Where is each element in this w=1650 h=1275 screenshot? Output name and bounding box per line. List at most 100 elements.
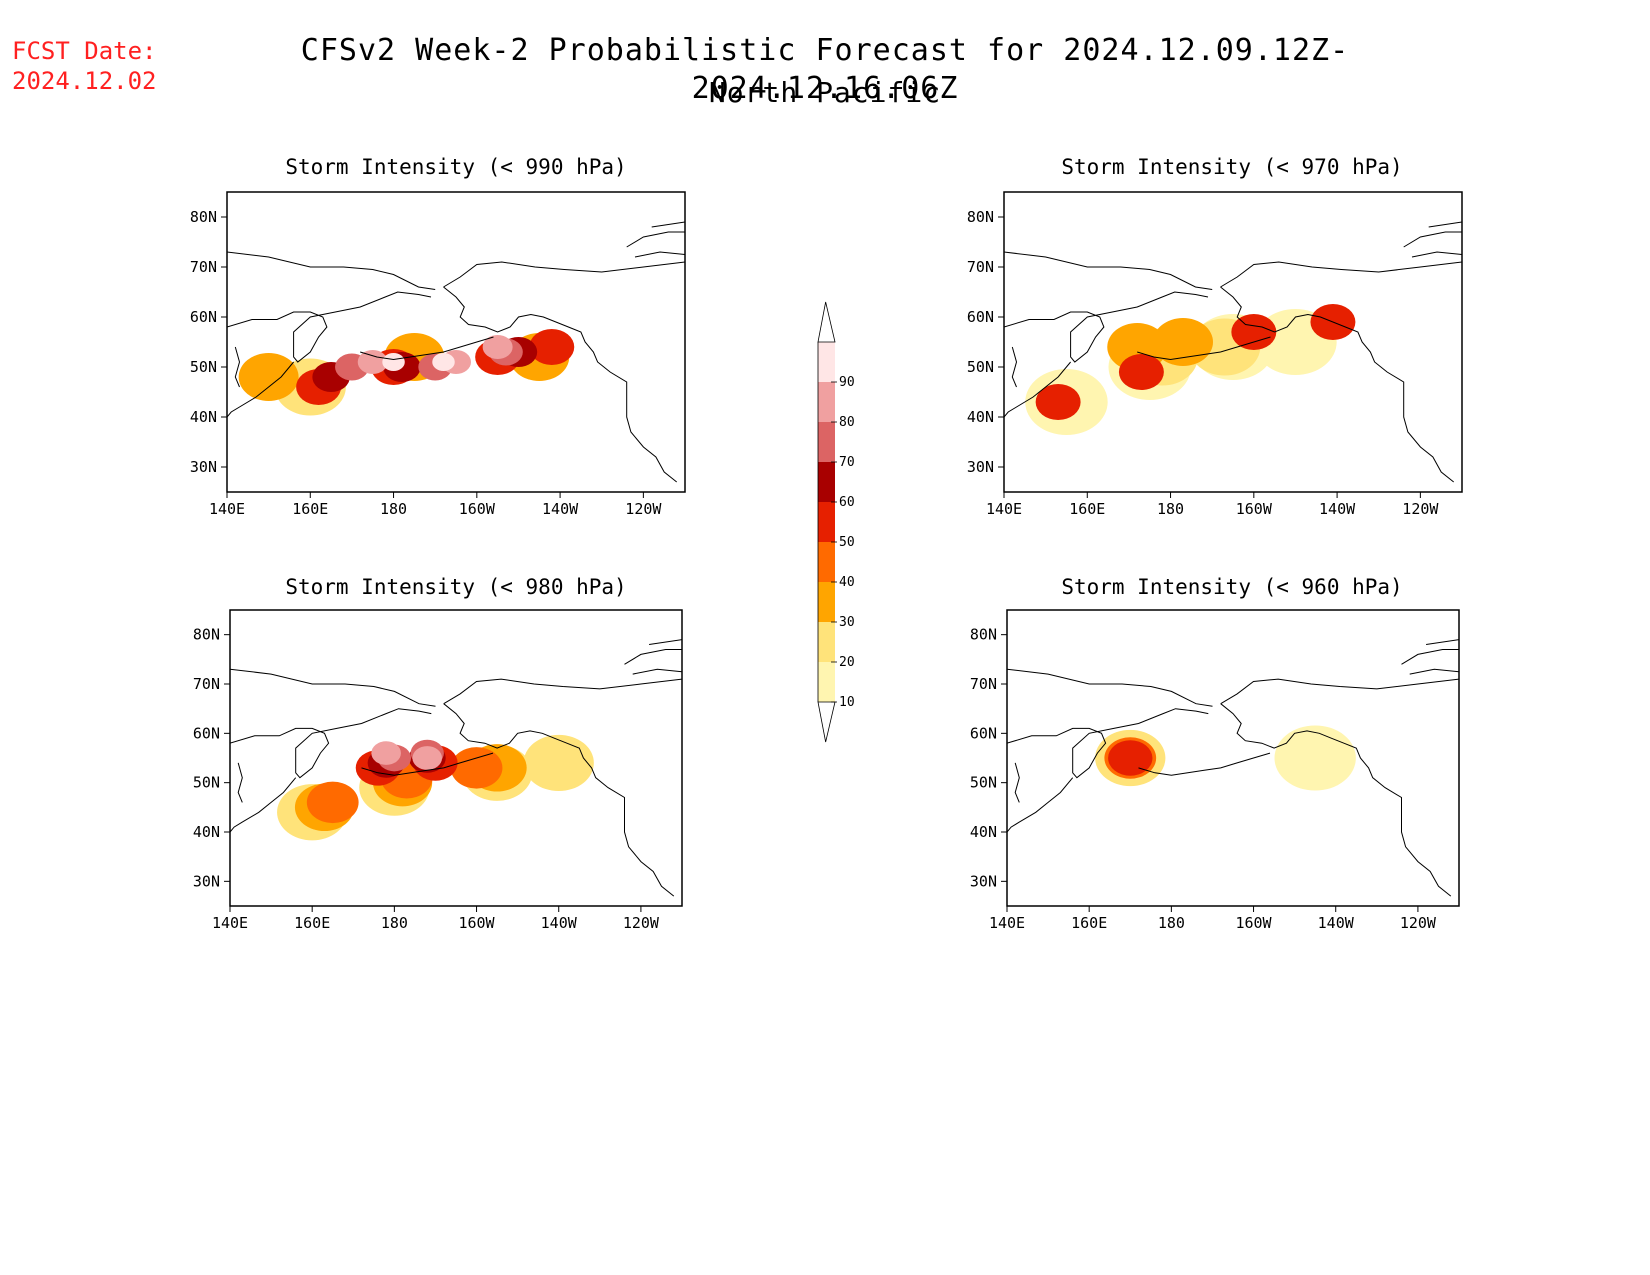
x-tick-label: 160W [1235, 914, 1272, 932]
coastline [1014, 762, 1020, 803]
x-tick-label: 180 [1158, 914, 1185, 932]
x-tick-label: 160W [1236, 500, 1273, 518]
probability-blob [523, 734, 594, 792]
y-tick-label: 50N [193, 774, 220, 792]
x-tick-label: 160E [1071, 914, 1107, 932]
coastline [443, 261, 685, 288]
y-tick-label: 40N [970, 823, 997, 841]
colorbar-label: 10 [839, 695, 855, 710]
y-tick-label: 50N [967, 358, 994, 376]
colorbar-top-arrow [817, 301, 836, 343]
coastline [230, 668, 436, 707]
probability-blob [382, 353, 405, 371]
page-title: CFSv2 Week-2 Probabilistic Forecast for … [300, 33, 1350, 106]
y-tick-label: 40N [190, 408, 217, 426]
coastline [1403, 231, 1462, 248]
x-tick-label: 180 [381, 914, 408, 932]
axis-ticks: 140E 160E 180 160W 140W 120W 80N 70N 60N 50N 40N 30… [970, 626, 1437, 932]
x-tick-label: 120W [1400, 914, 1437, 932]
coastline [651, 221, 685, 228]
colorbar-swatch [818, 342, 835, 382]
coastline [1220, 261, 1462, 288]
x-tick-label: 140E [986, 500, 1022, 518]
coastline [649, 639, 682, 645]
probability-blob [1153, 318, 1214, 366]
x-tick-label: 160W [458, 914, 495, 932]
panel-980hpa: Storm Intensity (< 980 hPa) 140E 160E 180 1… [193, 575, 683, 932]
x-tick-label: 140E [989, 914, 1025, 932]
probability-blob [529, 329, 575, 365]
coastline [443, 703, 675, 897]
y-tick-label: 60N [967, 308, 994, 326]
y-tick-label: 80N [190, 208, 217, 226]
probability-blob [1231, 314, 1277, 350]
coastline-layer [227, 221, 685, 483]
forecast-date-value: 2024.12.02 [12, 67, 157, 95]
probability-blob [1108, 740, 1153, 776]
x-tick-label: 140W [541, 914, 578, 932]
coastline [361, 752, 494, 776]
probability-fill-layer [1025, 304, 1356, 435]
colorbar-label: 40 [839, 575, 855, 590]
coastline [1220, 703, 1452, 897]
coastline [1426, 639, 1459, 645]
panel-970hpa: Storm Intensity (< 970 hPa) 140E 160E 180 1… [967, 155, 1463, 518]
panel-title: Storm Intensity (< 960 hPa) [1061, 575, 1402, 599]
map-frame [229, 609, 683, 907]
coastline [624, 649, 682, 665]
colorbar-label: 70 [839, 455, 855, 470]
coastline [634, 251, 685, 258]
probability-fill-layer [1095, 725, 1356, 791]
y-tick-label: 80N [967, 208, 994, 226]
coastline [1411, 251, 1462, 258]
colorbar-label: 90 [839, 375, 855, 390]
coastline [1011, 346, 1018, 388]
colorbar-swatch [818, 542, 835, 582]
coastline [1137, 336, 1271, 361]
coastline [230, 777, 297, 833]
colorbar-label: 20 [839, 655, 855, 670]
x-tick-label: 140W [1319, 500, 1356, 518]
coastline [1004, 251, 1213, 290]
x-tick-label: 140E [212, 914, 248, 932]
coastline [227, 251, 436, 290]
colorbar-swatch [818, 662, 835, 702]
coastline [1007, 777, 1074, 833]
coastline [443, 286, 678, 483]
probability-fill-layer [238, 329, 575, 416]
panel-title: Storm Intensity (< 970 hPa) [1061, 155, 1402, 179]
probability-blob [482, 335, 513, 359]
x-tick-label: 140E [209, 500, 245, 518]
colorbar-swatch [818, 422, 835, 462]
x-tick-label: 120W [625, 500, 662, 518]
coastline [1401, 649, 1459, 665]
y-tick-label: 50N [190, 358, 217, 376]
probability-blob [450, 747, 503, 789]
coastline [237, 762, 243, 803]
y-tick-label: 30N [193, 872, 220, 890]
y-tick-label: 60N [193, 724, 220, 742]
y-tick-label: 70N [970, 675, 997, 693]
x-tick-label: 180 [1157, 500, 1184, 518]
probability-blob [1274, 725, 1356, 791]
y-tick-label: 70N [967, 258, 994, 276]
map-frame [1003, 191, 1463, 493]
probability-blob [357, 350, 388, 374]
x-tick-label: 140W [1318, 914, 1355, 932]
colorbar-label: 80 [839, 415, 855, 430]
x-tick-label: 160E [1069, 500, 1105, 518]
coastline [1138, 752, 1271, 776]
y-tick-label: 30N [967, 458, 994, 476]
map-frame [1006, 609, 1460, 907]
map-frame [226, 191, 686, 493]
panel-990hpa: Storm Intensity (< 990 hPa) 140E 160E 180 1… [190, 155, 686, 518]
coastline [230, 708, 432, 779]
coastline-layer [1004, 221, 1462, 483]
x-tick-label: 120W [623, 914, 660, 932]
coastline [227, 361, 294, 418]
probability-blob [371, 741, 401, 765]
x-tick-label: 120W [1402, 500, 1439, 518]
colorbar-label: 30 [839, 615, 855, 630]
probability-blob [1118, 354, 1164, 390]
x-tick-label: 160E [292, 500, 328, 518]
